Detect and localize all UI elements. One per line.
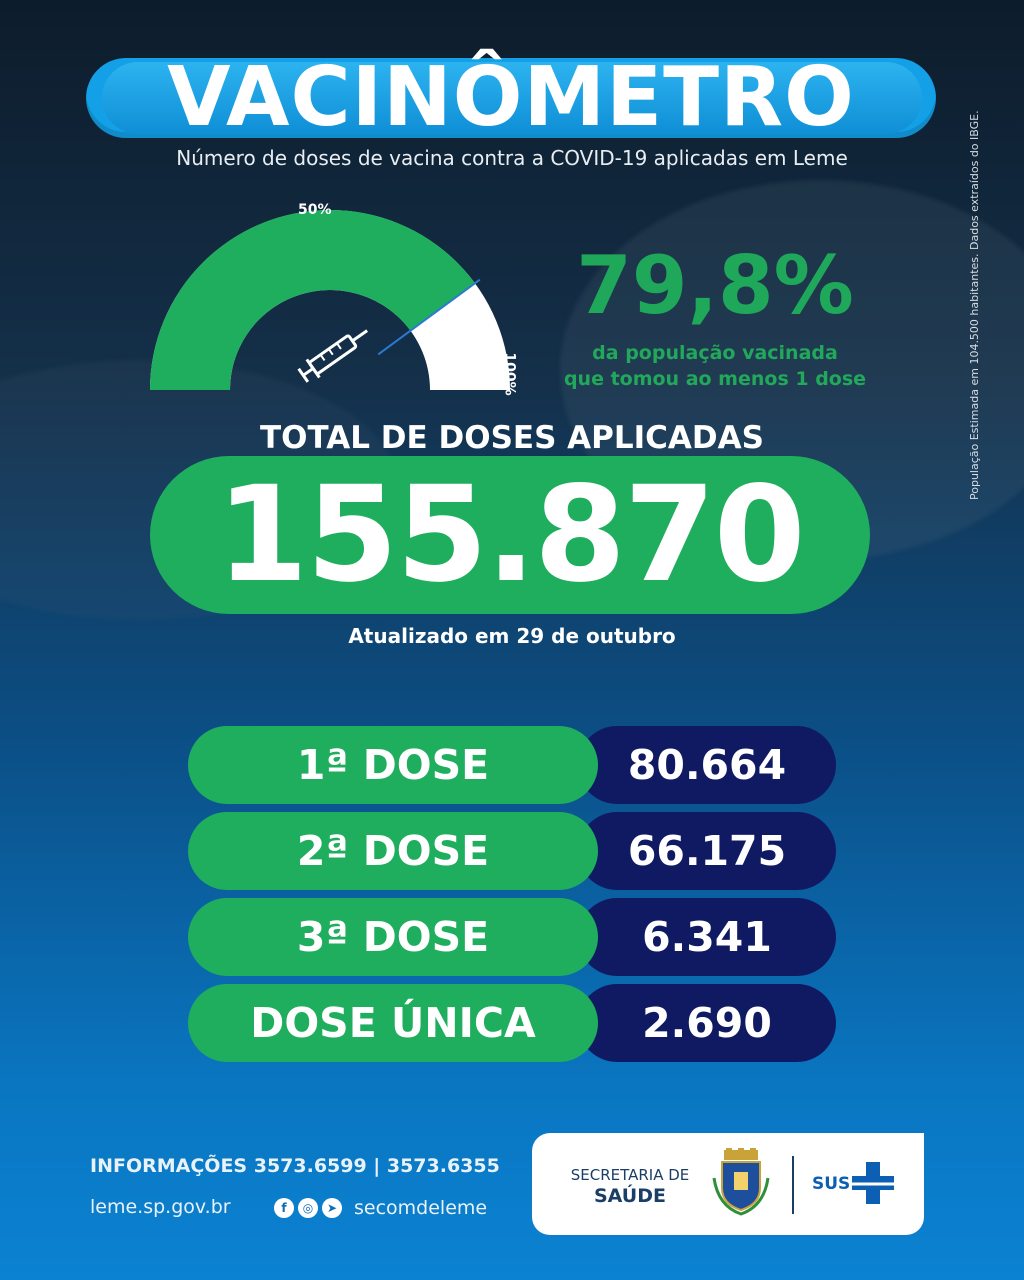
dose-value: 6.341 xyxy=(578,898,836,976)
card-divider xyxy=(792,1156,794,1214)
vaccinated-caption-line2: que tomou ao menos 1 dose xyxy=(563,368,867,390)
dose-row-second: 66.175 2ª DOSE xyxy=(188,812,836,890)
instagram-icon[interactable]: ◎ xyxy=(298,1198,318,1218)
dose-label: 2ª DOSE xyxy=(188,812,598,890)
dose-label: DOSE ÚNICA xyxy=(188,984,598,1062)
vaccinated-caption: da população vacinada que tomou ao menos… xyxy=(540,340,890,392)
gauge-needle xyxy=(377,278,481,356)
title-banner-inner xyxy=(102,62,922,134)
syringe-icon xyxy=(297,329,369,383)
updated-date: Atualizado em 29 de outubro xyxy=(348,624,676,648)
dose-label: 1ª DOSE xyxy=(188,726,598,804)
sus-cross-icon xyxy=(852,1162,894,1204)
dose-row-third: 6.341 3ª DOSE xyxy=(188,898,836,976)
sus-logo-text: SUS xyxy=(812,1174,851,1194)
page-subtitle: Número de doses de vacina contra a COVID… xyxy=(176,146,848,170)
facebook-icon[interactable]: f xyxy=(274,1198,294,1218)
gauge-label-100: 100% xyxy=(501,352,518,396)
dose-label: 3ª DOSE xyxy=(188,898,598,976)
dose-value: 2.690 xyxy=(578,984,836,1062)
dose-row-first: 80.664 1ª DOSE xyxy=(188,726,836,804)
dose-row-single: 2.690 DOSE ÚNICA xyxy=(188,984,836,1062)
saude-label: SAÚDE xyxy=(594,1185,666,1207)
website-link[interactable]: leme.sp.gov.br xyxy=(90,1196,231,1218)
vaccinated-caption-line1: da população vacinada xyxy=(592,342,838,364)
vaccination-gauge xyxy=(150,209,510,390)
dose-value: 66.175 xyxy=(578,812,836,890)
total-doses-pill xyxy=(150,456,870,614)
page-title: VACINÔMETRO xyxy=(167,50,855,145)
total-doses-label: TOTAL DE DOSES APLICADAS xyxy=(260,420,764,456)
secretaria-label: SECRETARIA DE xyxy=(570,1166,690,1184)
gauge-label-50: 50% xyxy=(298,202,332,218)
social-links: f ◎ ➤ secomdeleme xyxy=(274,1195,487,1221)
contact-phones: INFORMAÇÕES 3573.6599 | 3573.6355 xyxy=(90,1155,500,1177)
dose-value: 80.664 xyxy=(578,726,836,804)
city-crest-icon xyxy=(712,1148,770,1216)
telegram-icon[interactable]: ➤ xyxy=(322,1198,342,1218)
total-doses-value: 155.870 xyxy=(216,458,805,612)
gauge-fill xyxy=(150,209,475,390)
vaccinated-percent: 79,8% xyxy=(576,239,854,332)
social-handle: secomdeleme xyxy=(354,1197,488,1219)
